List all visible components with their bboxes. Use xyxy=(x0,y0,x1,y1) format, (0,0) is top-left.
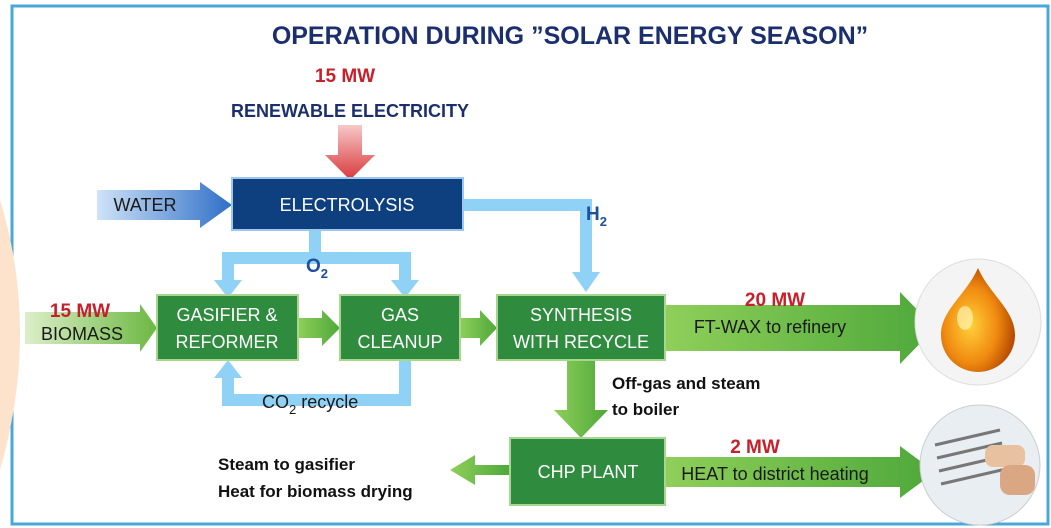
node-label: GAS xyxy=(381,305,419,325)
picture xyxy=(985,445,1025,467)
output-amount: 2 MW xyxy=(730,437,780,458)
picture xyxy=(1000,465,1035,495)
node-label: CLEANUP xyxy=(357,332,442,352)
biomass-amount: 15 MW xyxy=(50,301,110,322)
output-label: FT-WAX to refinery xyxy=(694,317,846,337)
node xyxy=(231,177,464,231)
arrow xyxy=(665,292,935,364)
node xyxy=(496,294,666,361)
arrow xyxy=(665,446,935,498)
picture xyxy=(957,306,973,330)
flow-label: Off-gas and steam xyxy=(612,374,760,393)
flow-label: Steam to gasifier xyxy=(218,455,355,474)
text: CO xyxy=(262,392,289,412)
electricity-amount: 15 MW xyxy=(315,66,375,87)
text: 2 xyxy=(321,266,328,281)
biomass-label: BIOMASS xyxy=(41,324,123,344)
title: OPERATION DURING ”SOLAR ENERGY SEASON” xyxy=(272,22,868,50)
text: recycle xyxy=(296,392,358,412)
text: 2 xyxy=(289,402,296,417)
node xyxy=(156,294,299,361)
node xyxy=(339,294,461,361)
arrow xyxy=(554,360,608,438)
arrow xyxy=(25,304,157,352)
output-label: HEAT to district heating xyxy=(681,464,868,484)
node-label: SYNTHESIS xyxy=(530,305,632,325)
water-label: WATER xyxy=(114,195,177,215)
electricity-label: RENEWABLE ELECTRICITY xyxy=(231,101,469,121)
pipes xyxy=(222,199,592,406)
arrow xyxy=(97,182,232,228)
picture xyxy=(941,268,1015,372)
picture xyxy=(934,428,1007,486)
flow-label: O2 xyxy=(306,256,328,281)
node xyxy=(509,437,666,506)
node-label: GASIFIER & xyxy=(176,305,277,325)
arrow xyxy=(298,310,340,346)
flow-label: H2 xyxy=(586,204,607,229)
node-label: CHP PLANT xyxy=(538,462,639,482)
arrow xyxy=(325,125,375,180)
text: O xyxy=(306,256,321,277)
pipe-heads xyxy=(214,272,600,378)
text: 2 xyxy=(600,214,607,229)
text: H xyxy=(586,204,600,225)
flow-label: to boiler xyxy=(612,400,679,419)
output-amount: 20 MW xyxy=(745,290,805,311)
deco xyxy=(0,200,20,470)
arrow xyxy=(460,310,497,346)
arrow xyxy=(450,455,510,485)
node-label: REFORMER xyxy=(176,332,279,352)
node-label: ELECTROLYSIS xyxy=(280,195,415,215)
flow-label: CO2 recycle xyxy=(262,392,358,417)
node-label: WITH RECYCLE xyxy=(513,332,649,352)
flow-label: Heat for biomass drying xyxy=(218,482,413,501)
